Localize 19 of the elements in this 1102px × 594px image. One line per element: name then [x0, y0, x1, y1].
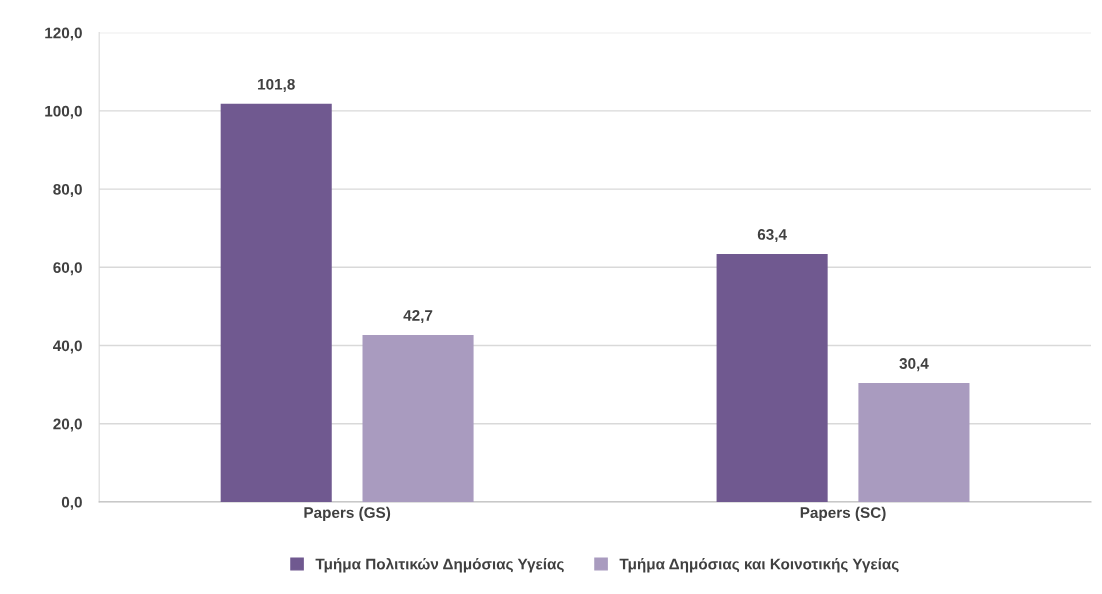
- y-tick-label: 120,0: [45, 27, 82, 41]
- data-label: 42,7: [403, 310, 433, 324]
- data-label: 101,8: [258, 78, 295, 92]
- legend-label: Τμήμα Πολιτικών Δημόσιας Υγείας: [315, 557, 564, 573]
- bar: [362, 334, 474, 502]
- y-tick-label: 100,0: [45, 105, 82, 119]
- y-tick-label: 60,0: [53, 262, 82, 276]
- data-label: 63,4: [757, 229, 787, 243]
- x-tick-label: Papers (SC): [800, 506, 886, 522]
- data-label: 30,4: [899, 358, 929, 372]
- bar: [220, 103, 332, 502]
- bar: [858, 383, 970, 502]
- y-tick-label: 20,0: [53, 418, 82, 432]
- y-tick-label: 80,0: [53, 183, 82, 197]
- y-tick-label: 40,0: [53, 340, 82, 354]
- bar: [716, 254, 828, 502]
- legend-label: Τμήμα Δημόσιας και Κοινοτικής Υγείας: [619, 558, 899, 573]
- y-tick-label: 0,0: [61, 496, 82, 510]
- x-tick-label: Papers (GS): [304, 506, 391, 522]
